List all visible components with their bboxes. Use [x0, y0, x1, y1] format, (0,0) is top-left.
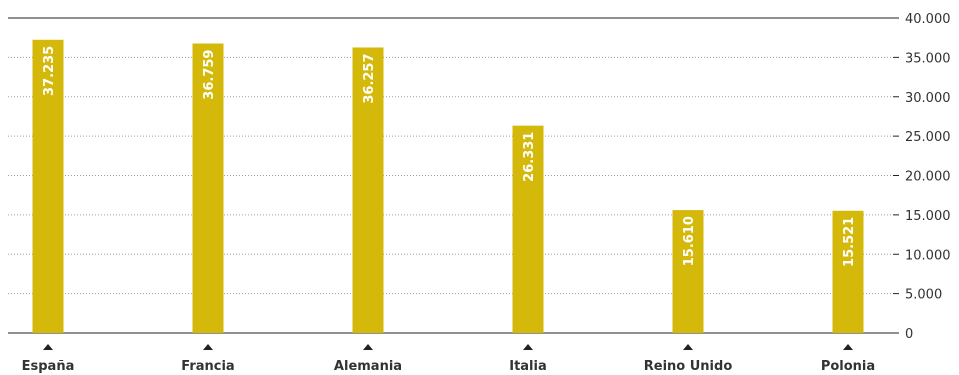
- category-label: España: [22, 359, 75, 374]
- y-tick-label: 20.000: [905, 170, 951, 185]
- bar: [192, 43, 224, 333]
- axes: [8, 17, 899, 350]
- bar: [512, 125, 544, 333]
- bar: [672, 210, 704, 333]
- category-marker-icon: [43, 344, 53, 350]
- y-tick-label: 10.000: [905, 248, 951, 263]
- data-label: 15.521: [842, 217, 857, 267]
- data-label: 26.331: [522, 132, 537, 182]
- y-tick-label: 5.000: [905, 288, 942, 303]
- y-tick-label: 15.000: [905, 209, 951, 224]
- category-label: Reino Unido: [644, 359, 733, 374]
- y-tick-label: 40.000: [905, 12, 951, 27]
- y-tick-label: 0: [905, 327, 913, 342]
- data-label: 36.759: [202, 50, 217, 100]
- data-label: 15.610: [682, 216, 697, 266]
- category-label: Alemania: [334, 359, 402, 374]
- y-tick-label: 30.000: [905, 91, 951, 106]
- y-tick-label: 35.000: [905, 51, 951, 66]
- bar: [832, 210, 864, 333]
- category-label: Polonia: [821, 359, 875, 374]
- bars: [32, 39, 864, 333]
- data-label: 36.257: [362, 53, 377, 103]
- category-marker-icon: [203, 344, 213, 350]
- category-marker-icon: [523, 344, 533, 350]
- category-marker-icon: [683, 344, 693, 350]
- y-tick-label: 25.000: [905, 130, 951, 145]
- category-marker-icon: [363, 344, 373, 350]
- bar: [352, 47, 384, 333]
- gridlines: [8, 56, 893, 295]
- category-label: Italia: [509, 359, 547, 374]
- category-marker-icon: [843, 344, 853, 350]
- data-label: 37.235: [42, 46, 57, 96]
- bar: [32, 39, 64, 333]
- labels: 0 5.000 10.000 15.000 20.000 25.000 30.000 35.0…: [22, 12, 951, 374]
- category-label: Francia: [181, 359, 234, 374]
